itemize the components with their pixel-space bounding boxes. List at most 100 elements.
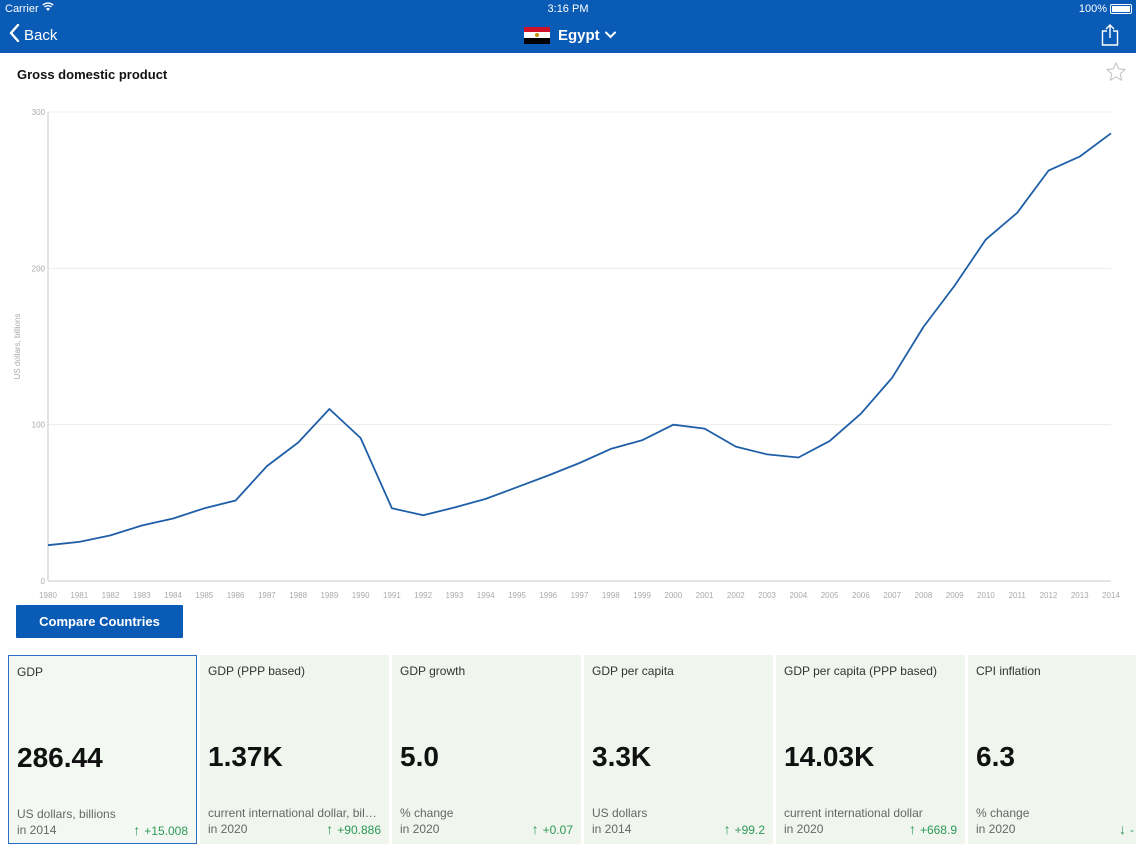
y-tick-label: 300 <box>32 108 46 117</box>
card-name: CPI inflation <box>976 664 1041 678</box>
card-name: GDP (PPP based) <box>208 664 305 678</box>
card-change: ↓ - <box>1119 821 1134 837</box>
star-icon <box>1105 62 1127 87</box>
card-change-value: +668.9 <box>919 823 957 837</box>
chevron-left-icon <box>9 23 20 47</box>
x-tick-label: 1999 <box>633 591 651 600</box>
country-name: Egypt <box>558 26 600 44</box>
chevron-down-icon <box>604 26 616 44</box>
card-change: ↑ +0.07 <box>532 821 573 837</box>
x-tick-label: 1996 <box>539 591 557 600</box>
x-tick-label: 1984 <box>164 591 182 600</box>
card-unit: US dollars <box>592 806 648 820</box>
card-name: GDP per capita <box>592 664 674 678</box>
y-tick-label: 200 <box>32 264 46 273</box>
card-gdp[interactable]: GDP 286.44 US dollars, billions in 2014 … <box>8 655 197 844</box>
card-gdp-ppp[interactable]: GDP (PPP based) 1.37K current internatio… <box>200 655 389 844</box>
card-change-value: +15.008 <box>144 824 188 838</box>
share-icon <box>1101 24 1119 50</box>
x-tick-label: 1985 <box>195 591 213 600</box>
x-tick-label: 2006 <box>852 591 870 600</box>
card-value: 1.37K <box>208 741 283 772</box>
x-tick-label: 1998 <box>602 591 620 600</box>
card-name: GDP growth <box>400 664 466 678</box>
card-unit: current international dollar <box>784 806 923 820</box>
card-value: 286.44 <box>17 742 103 773</box>
compare-countries-button[interactable]: Compare Countries <box>16 605 183 638</box>
card-change-value: +90.886 <box>337 823 381 837</box>
wifi-icon <box>42 2 54 15</box>
x-tick-label: 1983 <box>133 591 151 600</box>
card-name: GDP <box>17 665 44 679</box>
card-change: ↑ +668.9 <box>909 821 957 837</box>
card-gdp-per-capita[interactable]: GDP per capita 3.3K US dollars in 2014 ↑… <box>584 655 773 844</box>
x-tick-label: 2013 <box>1071 591 1089 600</box>
card-change-value: +0.07 <box>542 823 573 837</box>
x-tick-label: 1980 <box>39 591 57 600</box>
x-tick-label: 2011 <box>1009 591 1027 600</box>
arrow-down-icon: ↓ <box>1119 821 1126 837</box>
x-tick-label: 1981 <box>70 591 88 600</box>
card-period: in 2014 <box>592 822 632 836</box>
x-tick-label: 2010 <box>977 591 995 600</box>
card-gdp-growth[interactable]: GDP growth 5.0 % change in 2020 ↑ +0.07 <box>392 655 581 844</box>
arrow-up-icon: ↑ <box>326 821 334 837</box>
status-bar: Carrier 3:16 PM 100% <box>0 0 1136 18</box>
card-value: 5.0 <box>400 741 439 772</box>
x-tick-label: 1995 <box>508 591 526 600</box>
arrow-up-icon: ↑ <box>531 821 539 837</box>
x-tick-label: 2007 <box>883 591 901 600</box>
y-axis-label: US dollars, billions <box>13 314 22 380</box>
card-unit: % change <box>976 806 1030 820</box>
card-change: ↑ +90.886 <box>326 821 381 837</box>
x-tick-label: 2012 <box>1040 591 1058 600</box>
card-period: in 2020 <box>400 822 440 836</box>
card-period: in 2020 <box>784 822 824 836</box>
x-tick-label: 1987 <box>258 591 276 600</box>
card-value: 3.3K <box>592 741 652 772</box>
x-tick-label: 1997 <box>571 591 589 600</box>
favorite-button[interactable] <box>1105 61 1127 88</box>
card-change: ↑ +15.008 <box>133 822 188 838</box>
indicator-cards: GDP 286.44 US dollars, billions in 2014 … <box>8 655 1136 845</box>
country-selector[interactable]: Egypt <box>524 26 616 44</box>
x-tick-label: 1990 <box>352 591 370 600</box>
x-tick-label: 2002 <box>727 591 745 600</box>
navigation-bar: Back Egypt <box>0 18 1136 53</box>
card-name: GDP per capita (PPP based) <box>784 664 937 678</box>
card-change: ↑ +99.2 <box>724 821 765 837</box>
x-tick-label: 2003 <box>758 591 776 600</box>
y-tick-label: 100 <box>32 421 46 430</box>
back-button[interactable]: Back <box>9 23 58 47</box>
x-tick-label: 1989 <box>320 591 338 600</box>
x-tick-label: 1986 <box>227 591 245 600</box>
gdp-line-chart: 0 100 200 300 1980 1981 1982 1983 1984 1985 1986 19… <box>13 108 1120 600</box>
x-tick-label: 1992 <box>414 591 432 600</box>
x-tick-label: 2001 <box>696 591 714 600</box>
card-gdp-per-capita-ppp[interactable]: GDP per capita (PPP based) 14.03K curren… <box>776 655 965 844</box>
x-tick-label: 2004 <box>789 591 807 600</box>
battery-icon <box>1110 4 1132 14</box>
x-tick-label: 2000 <box>664 591 682 600</box>
card-period: in 2014 <box>17 823 57 837</box>
x-tick-label: 2014 <box>1102 591 1120 600</box>
card-period: in 2020 <box>976 822 1016 836</box>
x-tick-label: 2005 <box>821 591 839 600</box>
card-change-value: +99.2 <box>734 823 765 837</box>
x-tick-label: 2008 <box>915 591 933 600</box>
card-period: in 2020 <box>208 822 248 836</box>
card-value: 6.3 <box>976 741 1015 772</box>
x-tick-label: 1994 <box>477 591 495 600</box>
card-value: 14.03K <box>784 741 875 772</box>
arrow-up-icon: ↑ <box>908 821 916 837</box>
share-button[interactable] <box>1101 24 1119 51</box>
egypt-flag-icon <box>524 26 550 44</box>
back-label: Back <box>24 27 58 44</box>
card-unit: US dollars, billions <box>17 807 116 821</box>
x-tick-label: 2009 <box>946 591 964 600</box>
clock: 3:16 PM <box>547 3 589 15</box>
page-title: Gross domestic product <box>17 67 168 82</box>
gdp-series-line <box>47 132 1112 547</box>
card-cpi-inflation[interactable]: CPI inflation 6.3 % change in 2020 ↓ - <box>968 655 1136 844</box>
arrow-up-icon: ↑ <box>723 821 731 837</box>
